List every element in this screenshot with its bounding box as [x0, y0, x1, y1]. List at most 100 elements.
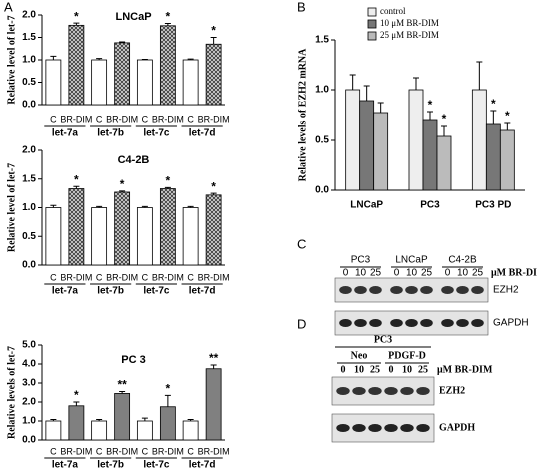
bar [182, 59, 199, 106]
bar [114, 42, 131, 106]
group-label: PC3 [351, 255, 371, 266]
x-tick-label: let-7c [143, 128, 170, 139]
bar-label: C [96, 114, 103, 124]
band [390, 286, 403, 294]
error-bar [73, 185, 80, 189]
bar [136, 207, 153, 266]
bar-label: C [187, 446, 194, 456]
y-tick-label: 4.0 [22, 359, 36, 370]
bar [45, 207, 62, 266]
bar-label: BR-DIM [60, 446, 92, 456]
y-tick-label: 1.5 [22, 32, 36, 43]
group-label: C4-2B [448, 255, 477, 266]
dose-label: 10 [457, 268, 469, 279]
error-bar [141, 205, 148, 208]
bar [159, 406, 176, 441]
bar [114, 191, 131, 266]
y-tick-label: 0.5 [22, 77, 36, 88]
y-tick-label: 0.5 [315, 135, 329, 146]
band [416, 387, 430, 395]
y-axis-label: Relative level of let-7 [6, 15, 17, 104]
bar [373, 112, 389, 191]
dose-label: 25 [421, 268, 433, 279]
band [456, 286, 469, 294]
bar [359, 100, 375, 191]
panel-label: B [297, 0, 306, 14]
bar-label: BR-DIM [60, 272, 92, 282]
group-label: Neo [351, 350, 368, 361]
bar [436, 135, 452, 191]
bar-label: BR-DIM [152, 114, 184, 124]
legend-label: control [380, 6, 406, 16]
y-tick-label: 2.0 [22, 10, 36, 21]
x-tick-label: PC3 [420, 200, 440, 211]
band [420, 286, 433, 294]
y-tick-label: 3.0 [22, 378, 36, 389]
row-label: EZH2 [439, 385, 465, 396]
header-label: PC3 [374, 334, 392, 345]
y-tick-label: 0.5 [22, 231, 36, 242]
band [352, 424, 366, 432]
error-bar [210, 37, 217, 45]
significance-mark: * [166, 382, 171, 396]
dose-label: 25 [370, 268, 382, 279]
y-tick-label: 0.0 [22, 100, 36, 111]
band [405, 319, 418, 327]
bar [182, 420, 199, 441]
chart-title: C4-2B [118, 154, 150, 166]
bar-label: C [50, 446, 57, 456]
error-bar [210, 192, 217, 195]
y-tick-label: 2.0 [22, 145, 36, 156]
band [336, 424, 350, 432]
x-tick-label: let-7d [189, 128, 216, 139]
bar-label: C [142, 114, 149, 124]
error-bar [96, 418, 103, 421]
bar [182, 207, 199, 266]
significance-mark: * [211, 179, 216, 193]
error-bar [119, 41, 126, 43]
chart-title: PC 3 [121, 354, 145, 366]
bar [68, 405, 85, 441]
significance-mark: * [442, 112, 447, 126]
band [405, 286, 418, 294]
panel-label: D [297, 316, 306, 331]
row-label: EZH2 [493, 285, 519, 296]
band [336, 387, 350, 395]
bar-label: BR-DIM [198, 114, 230, 124]
x-tick-label: PC3 PD [475, 200, 511, 211]
bar-label: BR-DIM [198, 272, 230, 282]
bar-label: BR-DIM [106, 114, 138, 124]
bar [159, 25, 176, 106]
band [354, 319, 367, 327]
error-bar [363, 85, 370, 101]
legend-swatch [367, 7, 377, 17]
y-tick-label: 0.0 [22, 260, 36, 271]
x-tick-label: let-7a [52, 128, 79, 139]
dose-label: 0 [343, 268, 349, 279]
error-bar [164, 394, 171, 407]
y-tick-label: 5.0 [22, 340, 36, 351]
dose-label: 0 [394, 268, 400, 279]
x-tick-label: let-7b [97, 286, 124, 297]
significance-mark: * [166, 174, 171, 188]
bar [205, 194, 222, 266]
y-tick-label: 2.0 [22, 397, 36, 408]
bar-label: C [187, 114, 194, 124]
error-bar [73, 401, 80, 406]
bar [159, 188, 176, 266]
bar-label: BR-DIM [198, 446, 230, 456]
band [384, 387, 398, 395]
bar [345, 89, 361, 191]
bar [485, 123, 501, 191]
dose-label: 25 [472, 268, 484, 279]
band [416, 424, 430, 432]
band [384, 424, 398, 432]
bar-label: C [50, 114, 57, 124]
bar [91, 420, 108, 441]
dose-label: 0 [341, 364, 346, 375]
dose-label: 25 [418, 364, 428, 375]
band [369, 286, 382, 294]
error-bar [50, 418, 57, 421]
error-bar [187, 58, 194, 60]
error-bar [413, 77, 419, 90]
